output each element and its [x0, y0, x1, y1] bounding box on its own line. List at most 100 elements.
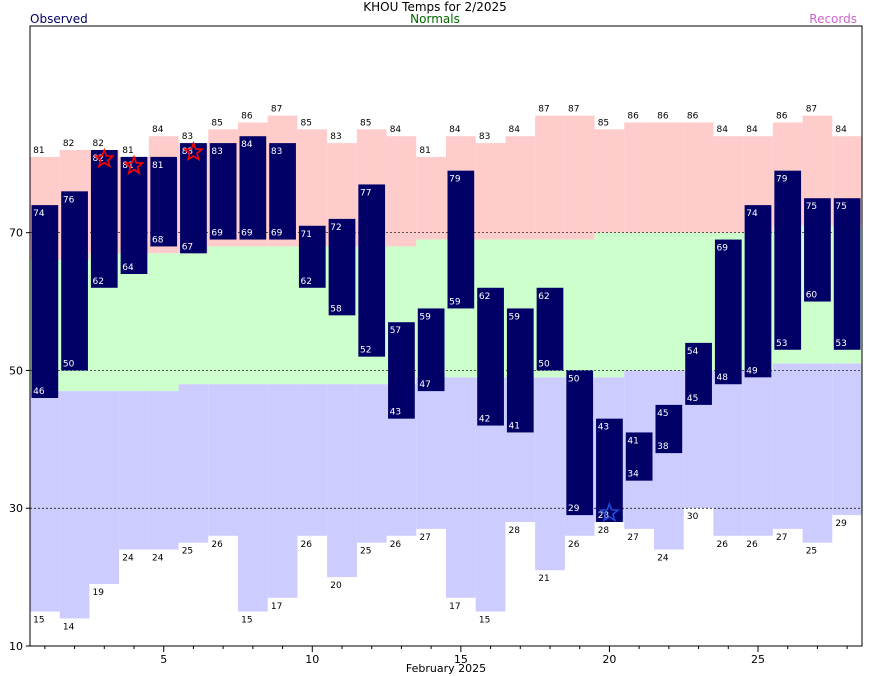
observed-bar	[358, 184, 386, 357]
record-low-band	[356, 384, 387, 543]
observed-low-label: 68	[152, 235, 164, 245]
observed-bar	[774, 170, 802, 350]
y-tick-label: 50	[9, 364, 23, 377]
normal-band	[148, 253, 179, 392]
observed-high-label: 71	[301, 230, 312, 240]
record-low-label: 17	[449, 602, 460, 612]
record-high-label: 87	[568, 105, 579, 115]
normal-band	[178, 253, 209, 385]
observed-high-label: 81	[152, 161, 163, 171]
record-low-band	[535, 377, 565, 571]
observed-low-label: 62	[93, 277, 104, 287]
observed-bar	[506, 308, 534, 433]
record-high-band	[594, 129, 625, 233]
observed-high-label: 57	[390, 326, 401, 336]
observed-high-label: 79	[449, 175, 461, 185]
record-high-label: 82	[93, 139, 104, 149]
observed-bar	[239, 136, 267, 240]
observed-bar	[61, 191, 88, 371]
record-low-band	[743, 370, 773, 536]
record-high-label: 83	[330, 132, 341, 142]
record-low-label: 26	[568, 540, 580, 550]
observed-bar	[744, 205, 772, 378]
record-low-band	[772, 363, 803, 529]
legend-records: Records	[809, 12, 857, 26]
observed-high-label: 59	[509, 312, 521, 322]
record-low-band	[59, 391, 90, 619]
record-high-label: 84	[717, 125, 729, 135]
observed-bar	[31, 205, 59, 398]
record-low-band	[802, 363, 833, 543]
observed-high-label: 62	[479, 292, 490, 302]
record-high-label: 83	[182, 132, 193, 142]
observed-bar	[477, 287, 504, 426]
observed-low-label: 42	[479, 415, 490, 425]
observed-bar	[685, 342, 712, 405]
observed-high-label: 79	[776, 175, 788, 185]
record-high-band	[683, 122, 714, 233]
observed-bar	[298, 225, 326, 288]
record-low-band	[30, 391, 60, 612]
observed-low-label: 29	[568, 504, 580, 514]
observed-low-label: 58	[330, 304, 342, 314]
record-low-label: 26	[390, 540, 402, 550]
record-low-band	[713, 370, 744, 536]
observed-low-label: 48	[717, 373, 729, 383]
observed-low-label: 41	[509, 421, 520, 431]
observed-low-label: 45	[687, 394, 698, 404]
observed-low-label: 46	[33, 387, 45, 397]
record-low-label: 26	[211, 540, 223, 550]
record-low-label: 24	[657, 554, 669, 564]
observed-high-label: 54	[687, 347, 699, 357]
observed-bar	[180, 143, 207, 254]
x-tick-label: 10	[305, 653, 319, 666]
record-high-band	[505, 136, 536, 240]
record-low-label: 25	[182, 547, 193, 557]
observed-bar	[655, 404, 683, 454]
observed-bar	[417, 308, 445, 392]
record-low-label: 26	[717, 540, 729, 550]
observed-high-label: 83	[211, 147, 222, 157]
normal-band	[624, 232, 654, 371]
x-tick-label: 20	[602, 653, 616, 666]
record-high-band	[416, 156, 446, 240]
record-low-band	[654, 370, 684, 550]
observed-bar	[833, 198, 861, 350]
observed-bar	[596, 418, 623, 522]
record-high-label: 84	[152, 125, 164, 135]
normal-band	[267, 246, 298, 385]
record-high-label: 87	[806, 105, 817, 115]
record-high-label: 84	[449, 125, 461, 135]
record-low-band	[178, 384, 209, 543]
observed-low-label: 67	[182, 242, 193, 252]
observed-high-label: 74	[33, 209, 45, 219]
observed-bar	[625, 432, 653, 481]
normal-band	[238, 246, 268, 385]
record-high-label: 82	[63, 139, 74, 149]
x-axis-label: February 2025	[406, 662, 486, 675]
observed-low-label: 62	[301, 277, 312, 287]
record-high-label: 84	[835, 125, 847, 135]
observed-high-label: 43	[598, 423, 609, 433]
record-low-label: 25	[360, 547, 371, 557]
observed-bar	[388, 322, 415, 419]
observed-high-label: 76	[63, 195, 75, 205]
observed-bar	[447, 170, 475, 309]
y-tick-label: 30	[9, 502, 23, 515]
record-low-label: 19	[93, 588, 105, 598]
normal-band	[594, 232, 625, 378]
record-high-band	[535, 115, 565, 240]
x-tick-label: 15	[454, 653, 468, 666]
observed-high-label: 72	[330, 223, 341, 233]
record-low-label: 26	[301, 540, 313, 550]
observed-low-label: 28	[598, 511, 610, 521]
observed-low-label: 50	[538, 359, 550, 369]
observed-low-label: 49	[746, 366, 758, 376]
record-low-label: 26	[746, 540, 758, 550]
y-tick-label: 70	[9, 227, 23, 240]
observed-high-label: 45	[657, 409, 668, 419]
record-low-band	[267, 384, 298, 598]
record-high-label: 86	[627, 111, 639, 121]
record-low-band	[297, 384, 328, 536]
